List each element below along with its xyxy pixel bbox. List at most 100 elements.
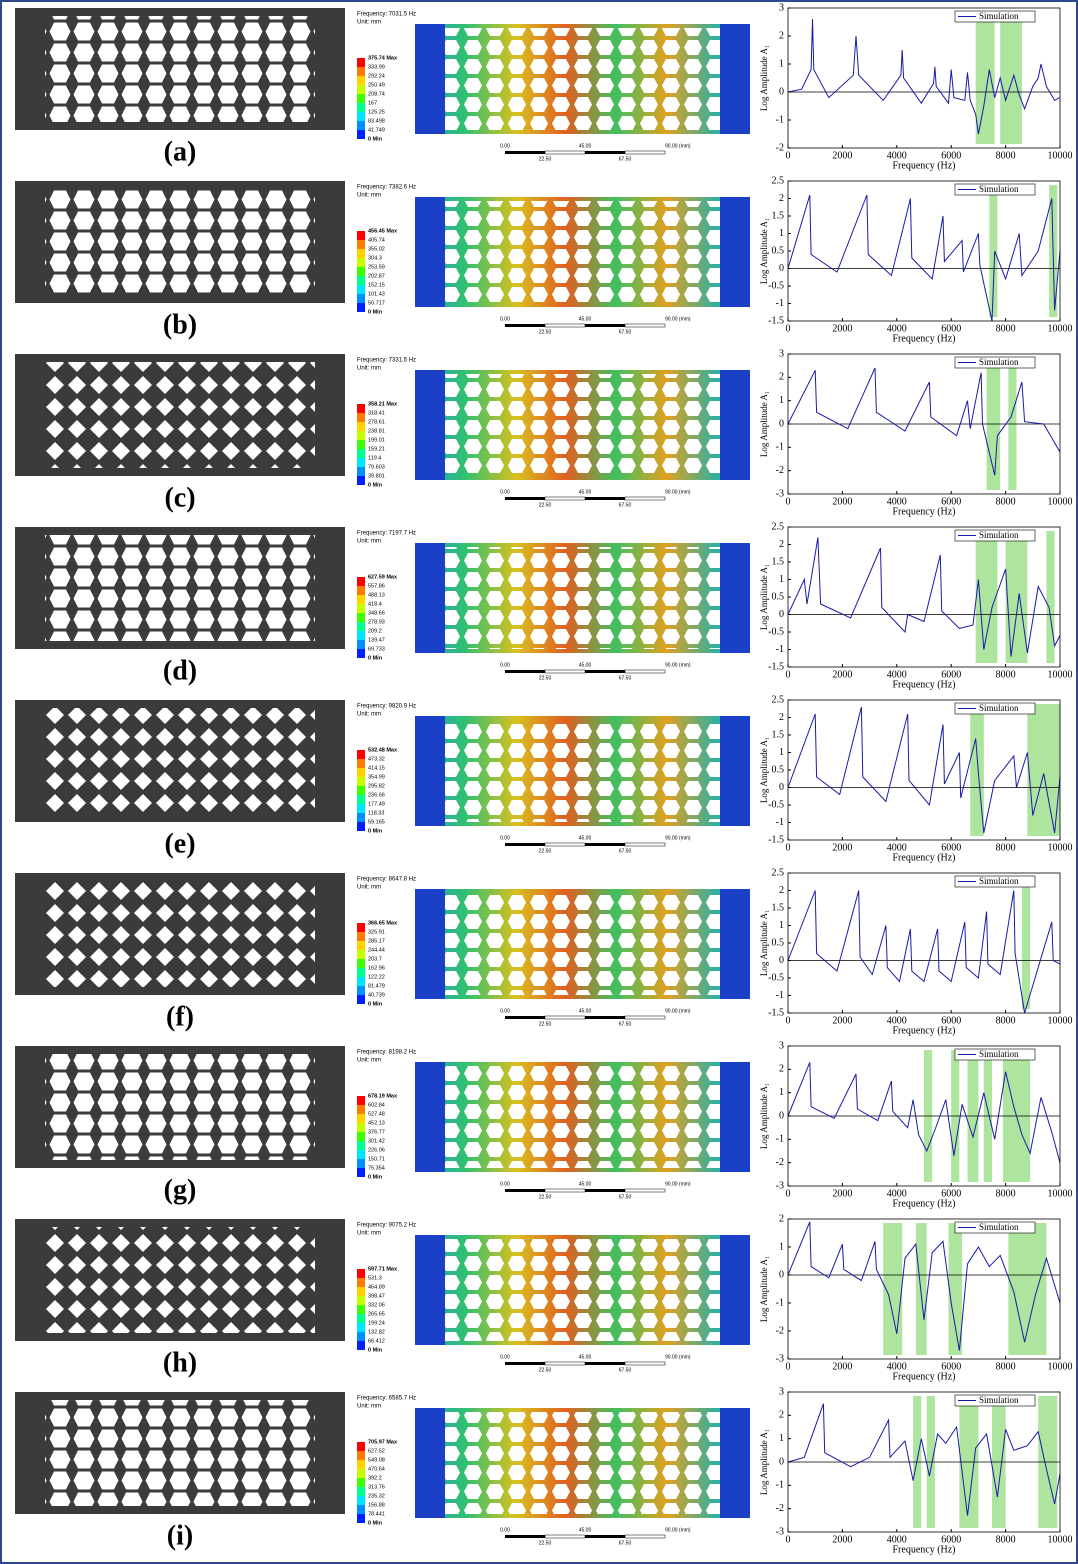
- legend-label: Simulation: [979, 530, 1019, 540]
- y-axis-label: Log Amplitude A₁: [759, 1256, 769, 1322]
- y-axis-label: Log Amplitude A₁: [759, 737, 769, 803]
- y-tick-label: 2: [779, 539, 784, 550]
- colorbar-label: 355.02: [368, 246, 385, 252]
- colorbar-label: 354.99: [368, 774, 385, 780]
- y-tick-label: -2: [776, 1325, 784, 1336]
- colorbar-label: 0 Min: [368, 482, 383, 488]
- x-tick-label: 2000: [832, 323, 852, 334]
- colorbar-block: [357, 1278, 365, 1287]
- colorbar-block: [357, 449, 365, 458]
- colorbar-block: [357, 1168, 365, 1177]
- fea-end: [720, 889, 750, 999]
- colorbar-label: 203.7: [368, 956, 382, 962]
- scale-bar: [625, 1189, 665, 1192]
- colorbar-block: [357, 1159, 365, 1168]
- colorbar-block: [357, 1150, 365, 1159]
- scale-label: 0.00: [500, 1008, 510, 1014]
- colorbar-label: 39.801: [368, 473, 385, 479]
- colorbar-label: 549.08: [368, 1457, 385, 1463]
- y-tick-label: 1: [779, 58, 784, 69]
- colorbar-block: [357, 1323, 365, 1332]
- scale-label: 90.00 (mm): [665, 1181, 691, 1187]
- colorbar-block: [357, 1332, 365, 1341]
- scale-bar: [505, 670, 545, 673]
- lattice-holes: [45, 189, 315, 295]
- colorbar-block: [357, 1314, 365, 1323]
- panel-label: (d): [163, 655, 197, 686]
- colorbar-block: [357, 231, 365, 240]
- colorbar-label: 41.749: [368, 127, 385, 133]
- colorbar-block: [357, 112, 365, 121]
- y-tick-label: 2: [779, 712, 784, 723]
- y-tick-label: -1: [776, 1480, 784, 1491]
- fea-holes: [445, 720, 720, 822]
- colorbar-block: [357, 103, 365, 112]
- y-tick-label: -3: [776, 1180, 784, 1191]
- scale-bar: [625, 324, 665, 327]
- colorbar-label: 366.65 Max: [368, 920, 398, 926]
- legend-label: Simulation: [979, 1395, 1019, 1405]
- x-tick-label: 2000: [832, 1361, 852, 1372]
- scale-label: 45.00: [579, 489, 592, 495]
- x-tick-label: 10000: [1048, 1188, 1073, 1199]
- colorbar-block: [357, 1442, 365, 1451]
- fea-holes: [445, 28, 720, 130]
- y-axis-label: Log Amplitude A₁: [759, 564, 769, 630]
- colorbar-label: 292.24: [368, 73, 385, 79]
- y-tick-label: -1.5: [768, 661, 784, 672]
- fea-end: [415, 1235, 445, 1345]
- fea-end: [720, 716, 750, 826]
- colorbar-block: [357, 1141, 365, 1150]
- colorbar-label: 69.733: [368, 646, 385, 652]
- y-tick-label: 0.5: [772, 764, 785, 775]
- colorbar-label: 405.74: [368, 237, 385, 243]
- highlight-band: [976, 531, 998, 663]
- x-tick-label: 10000: [1048, 496, 1073, 507]
- scale-label: 90.00 (mm): [665, 662, 691, 668]
- colorbar-label: 79.603: [368, 464, 385, 470]
- scale-bar: [585, 497, 625, 500]
- colorbar-label: 238.81: [368, 428, 385, 434]
- colorbar-label: 40.739: [368, 992, 385, 998]
- colorbar-label: 285.17: [368, 938, 385, 944]
- x-tick-label: 10000: [1048, 1534, 1073, 1545]
- y-tick-label: 2.5: [772, 867, 785, 878]
- scale-label: 45.00: [579, 1181, 592, 1187]
- scale-bar: [625, 497, 665, 500]
- colorbar-block: [357, 1505, 365, 1514]
- y-tick-label: 2: [779, 193, 784, 204]
- colorbar-label: 313.76: [368, 1484, 385, 1490]
- fea-end: [720, 370, 750, 480]
- frequency-text: Frequency: 7382.6 Hz: [357, 185, 416, 191]
- scale-label: 22.50: [539, 1540, 552, 1546]
- x-axis-label: Frequency (Hz): [892, 160, 955, 171]
- colorbar-block: [357, 923, 365, 932]
- colorbar-label: 132.82: [368, 1329, 385, 1335]
- x-tick-label: 2000: [832, 1534, 852, 1545]
- y-tick-label: 2: [779, 1064, 784, 1075]
- y-tick-label: -1: [776, 114, 784, 125]
- scale-label: 67.50: [619, 1540, 632, 1546]
- colorbar-label: 348.66: [368, 610, 385, 616]
- x-tick-label: 0: [786, 1534, 791, 1545]
- scale-label: 22.50: [539, 329, 552, 335]
- frequency-text: Frequency: 9820.9 Hz: [357, 704, 416, 710]
- colorbar-label: 627.59 Max: [368, 574, 398, 580]
- x-axis-label: Frequency (Hz): [892, 1544, 955, 1555]
- colorbar-block: [357, 404, 365, 413]
- scale-label: 45.00: [579, 1008, 592, 1014]
- x-axis-label: Frequency (Hz): [892, 333, 955, 344]
- frequency-text: Frequency: 6585.7 Hz: [357, 1396, 416, 1402]
- y-axis-label: Log Amplitude A₁: [759, 910, 769, 976]
- colorbar-label: 301.42: [368, 1138, 385, 1144]
- colorbar-label: 0 Min: [368, 1174, 383, 1180]
- unit-text: Unit: mm: [357, 539, 381, 545]
- y-tick-label: 0: [779, 263, 784, 274]
- y-tick-label: -1: [776, 1134, 784, 1145]
- response-curve: [788, 891, 1060, 1014]
- colorbar-label: 705.97 Max: [368, 1439, 398, 1445]
- x-tick-label: 0: [786, 1015, 791, 1026]
- scale-bar: [545, 843, 585, 846]
- highlight-band: [1006, 531, 1028, 663]
- colorbar-label: 250.49: [368, 82, 385, 88]
